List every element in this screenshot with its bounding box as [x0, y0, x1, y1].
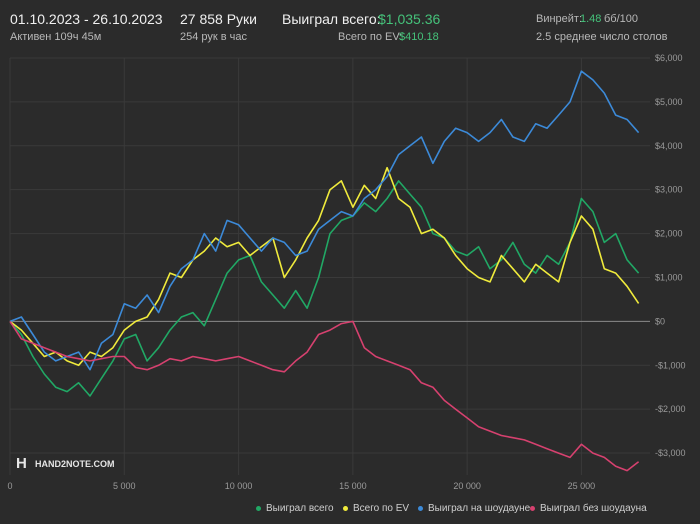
legend-item-non-showdown[interactable]: Выиграл без шоудауна — [530, 503, 647, 514]
chart-series — [9, 70, 640, 472]
winrate-label: Винрейт: — [536, 13, 583, 25]
y-tick-label: $1,000 — [655, 272, 683, 282]
y-tick-label: $6,000 — [655, 53, 683, 63]
y-tick-label: -$2,000 — [655, 404, 686, 414]
results-line-chart: 0 5 000 10 000 15 000 20 000 25 000 $6,000 $5,… — [7, 53, 686, 491]
ev-total-label: Всего по EV: — [338, 31, 403, 43]
svg-text:H: H — [16, 455, 27, 472]
chart-grid — [9, 57, 650, 475]
legend-item-showdown[interactable]: Выиграл на шоудауне — [418, 503, 530, 514]
x-axis-ticks: 0 5 000 10 000 15 000 20 000 25 000 — [7, 481, 595, 491]
series-line-1 — [9, 166, 640, 367]
y-tick-label: $0 — [655, 316, 665, 326]
y-tick-label: -$3,000 — [655, 448, 686, 458]
series-line-3 — [9, 320, 640, 472]
x-tick-label: 10 000 — [225, 481, 253, 491]
hand2note-logo: H HAND2NOTE.COM — [16, 455, 115, 472]
x-tick-label: 25 000 — [568, 481, 596, 491]
avg-tables: 2.5 среднее число столов — [536, 31, 668, 43]
y-tick-label: $4,000 — [655, 141, 683, 151]
legend-dot-icon — [256, 505, 261, 511]
hands-count: 27 858 Руки — [180, 11, 257, 27]
hands-per-hour: 254 рук в час — [180, 31, 248, 43]
y-axis-ticks: $6,000 $5,000 $4,000 $3,000 $2,000 $1,000 $0 -$… — [655, 53, 686, 458]
y-tick-label: $2,000 — [655, 229, 683, 239]
series-line-2 — [9, 70, 640, 371]
legend-label: Всего по EV — [353, 503, 410, 514]
legend-dot-icon — [418, 505, 423, 511]
legend-label: Выиграл без шоудауна — [540, 503, 647, 514]
y-tick-label: $5,000 — [655, 97, 683, 107]
date-range[interactable]: 01.10.2023 - 26.10.2023 — [10, 11, 163, 27]
legend-item-won-total[interactable]: Выиграл всего — [256, 503, 334, 514]
legend-label: Выиграл всего — [266, 503, 334, 514]
ev-total-value: $410.18 — [399, 31, 439, 43]
legend-dot-icon — [530, 505, 535, 511]
won-total-value: $1,035.36 — [378, 11, 441, 27]
legend-item-ev[interactable]: Всего по EV — [343, 503, 409, 514]
legend-label: Выиграл на шоудауне — [428, 503, 531, 514]
series-line-0 — [9, 180, 640, 397]
x-tick-label: 5 000 — [113, 481, 136, 491]
x-tick-label: 0 — [7, 481, 12, 491]
logo-text: HAND2NOTE.COM — [35, 459, 115, 469]
won-total-label: Выиграл всего: — [282, 11, 381, 27]
summary-header: 01.10.2023 - 26.10.2023 Активен 109ч 45м… — [0, 0, 700, 50]
winrate-unit: бб/100 — [604, 13, 639, 25]
x-tick-label: 20 000 — [453, 481, 481, 491]
y-tick-label: -$1,000 — [655, 360, 686, 370]
winrate-value: 1.48 — [580, 13, 602, 25]
y-tick-label: $3,000 — [655, 185, 683, 195]
x-tick-label: 15 000 — [339, 481, 367, 491]
active-time: Активен 109ч 45м — [10, 31, 102, 43]
legend-dot-icon — [343, 505, 348, 511]
